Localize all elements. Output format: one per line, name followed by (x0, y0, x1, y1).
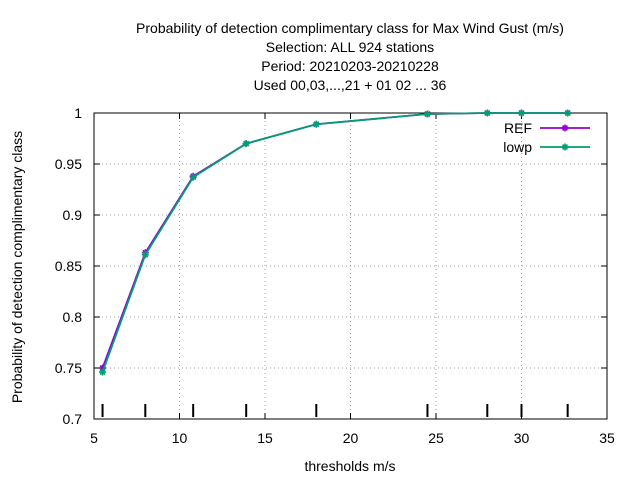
y-tick-label: 0.8 (63, 309, 83, 325)
series-point-lowp-6-stroke-3 (484, 109, 491, 117)
series-line-REF (101, 112, 568, 369)
grid (94, 113, 607, 419)
x-tick-label: 30 (514, 430, 530, 446)
legend-marker-lowp (561, 143, 569, 151)
series-point-lowp-6 (483, 109, 491, 117)
series-point-lowp-7-stroke-3 (518, 109, 525, 117)
title-line-3: Period: 20210203-20210228 (261, 58, 439, 74)
series-point-lowp-1 (141, 251, 149, 259)
y-tick-label: 0.85 (55, 258, 82, 274)
y-axis-label: Probability of detection complimentary c… (9, 131, 25, 403)
y-tick-label: 1 (74, 105, 82, 121)
chart-title: Probability of detection complimentary c… (136, 20, 564, 93)
x-tick-label: 10 (172, 430, 188, 446)
legend-marker-REF (561, 124, 569, 132)
x-tick-label: 25 (428, 430, 444, 446)
x-tick-label: 5 (90, 430, 98, 446)
series-point-lowp-0-stroke-3 (99, 369, 106, 376)
series-point-lowp-7 (518, 109, 525, 117)
threshold-markers (101, 404, 569, 417)
legend-label-REF: REF (504, 120, 532, 136)
legend-marker-lowp-stroke-3 (561, 143, 569, 151)
series-point-lowp-5-stroke-3 (424, 111, 431, 118)
x-tick-label: 15 (257, 430, 273, 446)
y-tick-label: 0.95 (55, 156, 82, 172)
legend-marker-REF-stroke-3 (561, 124, 569, 132)
series-point-lowp-4-stroke-3 (313, 121, 320, 128)
y-tick-label: 0.7 (63, 411, 83, 427)
series-point-lowp-8 (564, 109, 572, 117)
x-axis-label: thresholds m/s (304, 458, 395, 474)
series-point-lowp-0 (99, 368, 107, 376)
x-tick-label: 20 (343, 430, 359, 446)
series-point-lowp-4 (312, 120, 320, 128)
legend-label-lowp: lowp (503, 139, 532, 155)
title-line-1: Probability of detection complimentary c… (136, 20, 564, 36)
title-line-4: Used 00,03,...,21 + 01 02 ... 36 (254, 77, 447, 93)
series-point-lowp-3 (242, 140, 250, 148)
axes: 5 10 15 20 25 30 35 0.7 0.75 0.8 0.85 0.9 0.95 1 (55, 105, 615, 446)
y-tick-label: 0.9 (63, 207, 83, 223)
series-point-lowp-3-stroke-3 (243, 140, 250, 147)
series-point-lowp-8-stroke-3 (564, 109, 571, 117)
series-point-lowp-2 (189, 173, 197, 181)
series-line-lowp (101, 112, 568, 373)
series-point-lowp-2-stroke-3 (190, 174, 197, 181)
legend: REF lowp (503, 120, 590, 155)
series-point-lowp-5 (423, 110, 431, 118)
title-line-2: Selection: ALL 924 stations (266, 39, 434, 55)
x-tick-label: 35 (599, 430, 615, 446)
series-point-lowp-1-stroke-3 (142, 251, 149, 258)
series-group (99, 109, 572, 376)
y-tick-label: 0.75 (55, 360, 82, 376)
